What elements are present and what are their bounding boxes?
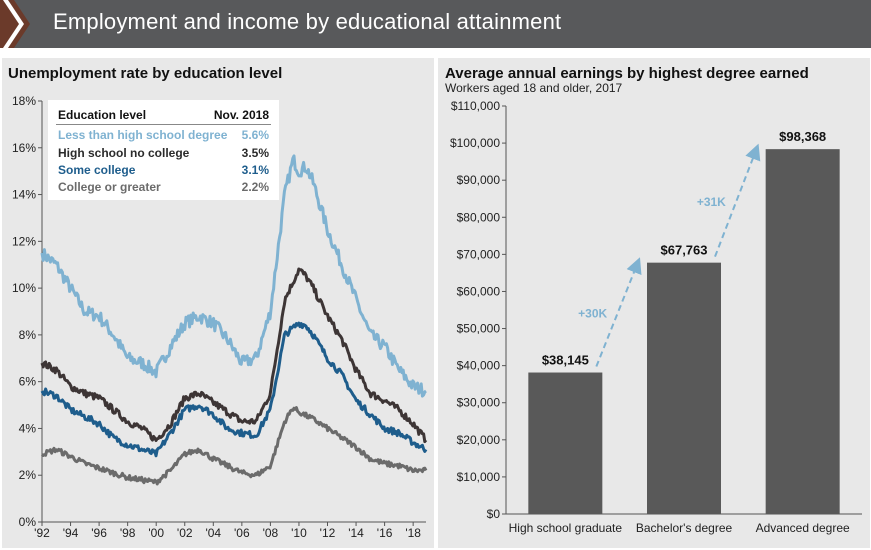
bar-y-tick-label: $80,000 (457, 210, 501, 224)
x-tick-label: '94 (63, 526, 79, 540)
bar-high-school-graduate (528, 372, 603, 514)
legend-value: 3.5% (241, 146, 269, 160)
legend-label: Less than high school degree (58, 128, 228, 142)
legend-divider (56, 124, 271, 125)
x-tick-label: '98 (120, 526, 136, 540)
bar-y-tick-label: $0 (487, 507, 501, 521)
x-tick-label: '18 (405, 526, 421, 540)
legend-row-some-college: Some college 3.1% (58, 163, 269, 179)
bar-value-label: $67,763 (661, 243, 708, 258)
bar-bachelors-degree (647, 262, 721, 514)
x-tick-label: '08 (263, 526, 279, 540)
legend-label: Some college (58, 163, 136, 177)
legend-box: Education level Nov. 2018 Less than high… (48, 100, 279, 200)
bar-y-tick-label: $20,000 (457, 433, 501, 447)
legend-value: 5.6% (241, 128, 269, 142)
y-tick-label: 4% (19, 421, 37, 435)
bar-y-tick-label: $50,000 (457, 322, 501, 336)
header-chevron-icon (0, 0, 30, 48)
bar-category-label: Advanced degree (756, 521, 850, 535)
line-hs-no-college (40, 267, 428, 444)
x-tick-label: '10 (291, 526, 307, 540)
bar-y-tick-label: $90,000 (457, 173, 501, 187)
right-chart-title: Average annual earnings by highest degre… (445, 65, 809, 82)
y-tick-label: 14% (12, 188, 36, 202)
bar-advanced-degree (765, 149, 840, 514)
x-tick-label: '12 (320, 526, 336, 540)
legend-row-hs-no-college: High school no college 3.5% (58, 146, 269, 162)
x-tick-label: '04 (205, 526, 221, 540)
arrow-annotation: +31K (697, 195, 726, 209)
y-tick-label: 2% (19, 468, 37, 482)
bar-category-label: Bachelor's degree (636, 521, 733, 535)
legend-header-value: Nov. 2018 (213, 108, 269, 122)
bar-y-tick-label: $30,000 (457, 396, 501, 410)
legend-label: High school no college (58, 146, 190, 160)
x-tick-label: '92 (34, 526, 50, 540)
legend-row-college-or-greater: College or greater 2.2% (58, 180, 269, 196)
bar-category-label: High school graduate (509, 521, 623, 535)
legend-value: 2.2% (241, 180, 269, 194)
line-less-than-hs (40, 154, 427, 398)
x-tick-label: '06 (234, 526, 250, 540)
y-tick-label: 0% (19, 515, 37, 529)
bar-y-tick-label: $70,000 (457, 247, 501, 261)
line-college-or-greater (40, 406, 428, 486)
x-tick-label: '96 (91, 526, 107, 540)
x-tick-label: '14 (348, 526, 364, 540)
legend-value: 3.1% (241, 163, 269, 177)
bar-y-tick-label: $110,000 (451, 99, 500, 113)
bar-value-label: $98,368 (779, 129, 826, 144)
left-chart-title: Unemployment rate by education level (8, 65, 283, 82)
header-bar: Employment and income by educational att… (0, 0, 871, 48)
y-tick-label: 8% (19, 328, 37, 342)
y-tick-label: 6% (19, 375, 37, 389)
right-chart-subtitle: Workers aged 18 and older, 2017 (445, 81, 623, 95)
bar-y-tick-label: $100,000 (450, 136, 500, 150)
legend-label: College or greater (58, 180, 161, 194)
arrow-bachelors-to-advanced (714, 143, 761, 258)
y-tick-label: 16% (12, 141, 36, 155)
bar-value-label: $38,145 (542, 353, 589, 368)
y-tick-label: 18% (12, 94, 36, 108)
x-tick-label: '02 (177, 526, 193, 540)
bar-y-tick-label: $60,000 (457, 284, 501, 298)
line-some-college (40, 321, 428, 458)
arrow-annotation: +30K (578, 307, 607, 321)
legend-header-label: Education level (58, 108, 147, 122)
y-tick-label: 10% (12, 281, 36, 295)
x-tick-label: '16 (377, 526, 393, 540)
legend-row-less-than-hs: Less than high school degree 5.6% (58, 128, 269, 144)
bar-y-tick-label: $10,000 (457, 470, 501, 484)
bar-y-tick-label: $40,000 (457, 359, 501, 373)
y-tick-label: 12% (12, 234, 36, 248)
x-tick-label: '00 (148, 526, 164, 540)
page-title: Employment and income by educational att… (53, 9, 562, 34)
arrow-hs-to-bachelors (595, 257, 642, 367)
